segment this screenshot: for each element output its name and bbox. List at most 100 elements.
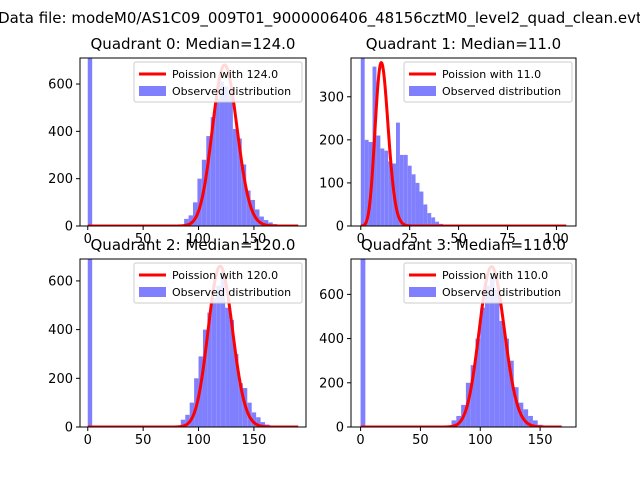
x-tick-label: 100 [186,433,211,448]
y-tick-label: 0 [65,220,73,235]
histogram-bar [219,81,225,226]
poisson-curve [86,63,300,226]
histogram-bar [206,136,211,226]
plot-area-0 [86,58,300,226]
x-tick-label: 50 [412,433,429,448]
subplot-title: Quadrant 1: Median=11.0 [366,35,561,53]
y-tick-label: 300 [319,90,344,105]
histogram-bar [229,319,234,427]
y-tick-label: 200 [319,376,344,391]
subplot-title: Quadrant 3: Median=110.0 [361,236,566,254]
subplot-quadrant-3: 0 50 100 150 0 200 400 600 Quadrant 3: Median=11… [319,236,577,448]
y-tick-label: 200 [319,133,344,148]
y-tick-label: 0 [336,421,344,436]
histogram-bar [480,307,486,427]
histogram-bar [238,383,243,427]
histogram-bar [419,191,424,226]
plot-area-1 [359,58,568,226]
x-tick-label: 50 [135,232,152,247]
plot-area-2 [86,259,300,427]
legend-frame [133,61,303,103]
x-tick-label: 50 [450,232,467,247]
legend-frame [403,262,573,304]
histogram-bar [451,420,457,427]
histogram-bar [403,154,408,226]
legend-label-poisson: Poission with 11.0 [442,68,541,81]
histogram-bar [87,58,93,226]
x-tick-label: 75 [499,232,516,247]
histogram-bar [396,122,400,226]
legend-bar-swatch [409,86,436,96]
legend-label-observed: Observed distribution [172,85,291,98]
histogram-bar [215,98,220,226]
histogram-bar [508,360,514,427]
histogram-bar [360,259,366,427]
x-tick-label: 0 [356,433,364,448]
subplot-title: Quadrant 0: Median=124.0 [91,35,296,53]
axes-frame [79,258,307,428]
y-tick-label: 400 [48,323,73,338]
figure-suptitle: Data file: modeM0/AS1C09_009T01_90000064… [0,9,640,28]
histogram-bar [224,86,229,226]
y-tick-label: 600 [319,288,344,303]
x-tick-label: 100 [468,433,493,448]
histogram-bar [241,164,247,226]
histogram-bar [211,297,217,427]
histogram-bar [360,58,365,226]
subplot-quadrant-1: 0 25 50 75 100 0 100 200 300 Quadrant 1: Median=1… [319,35,577,247]
histogram-bar [364,139,369,226]
histogram-bar [423,204,428,226]
histogram-bar [470,365,476,427]
x-tick-label: 150 [242,433,267,448]
histogram-bar [233,353,239,427]
histogram-bar [202,329,208,427]
legend-bar-swatch [409,287,436,297]
histogram-bar [427,213,432,226]
histogram-bar [523,409,529,427]
x-tick-label: 100 [186,232,211,247]
histogram-bar [210,117,216,226]
poisson-curve [359,265,563,427]
histogram-bar [216,285,221,427]
y-tick-label: 200 [48,172,73,187]
histogram-bar [431,217,436,226]
subplot-quadrant-0: 0 50 100 150 0 200 400 600 Quadrant 0: Median=12… [48,35,307,247]
histogram-bar [475,338,481,427]
histogram-bar [494,289,500,427]
axes-frame [79,57,307,227]
legend-label-observed: Observed distribution [442,85,561,98]
histogram-bar [384,150,389,226]
x-tick-label: 50 [135,433,152,448]
histogram-bar [528,415,533,427]
histogram-bar [489,276,495,427]
histogram-bar [237,138,242,226]
subplot-title: Quadrant 2: Median=120.0 [91,236,296,254]
legend-frame [133,262,303,304]
y-tick-label: 600 [48,274,73,289]
histogram-bar [251,412,257,427]
histogram-bar [499,320,505,427]
y-tick-label: 400 [319,332,344,347]
poisson-curve [86,264,300,427]
histogram-bar [399,154,404,226]
legend-label-poisson: Poission with 110.0 [442,269,548,282]
y-tick-label: 200 [48,372,73,387]
x-tick-label: 0 [84,232,92,247]
histogram-bar [220,271,226,427]
histogram-bar [415,182,420,226]
histogram-bar [260,422,266,427]
histogram-bar [407,165,412,226]
legend: Poission with 120.0 Observed distribution [133,262,303,304]
x-tick-label: 150 [528,433,553,448]
histogram-bar [232,128,238,226]
histogram-bar [263,220,269,226]
x-tick-label: 0 [357,232,365,247]
histogram-bar [228,93,233,226]
legend-bar-swatch [139,86,166,96]
subplot-quadrant-2: 0 50 100 150 0 200 400 600 Quadrant 2: Median=12… [48,236,307,448]
histogram-bar [188,215,193,226]
histogram-bar [180,419,186,427]
histogram-bar [380,148,385,226]
histogram-bar [485,285,490,427]
axes-frame [350,57,577,227]
